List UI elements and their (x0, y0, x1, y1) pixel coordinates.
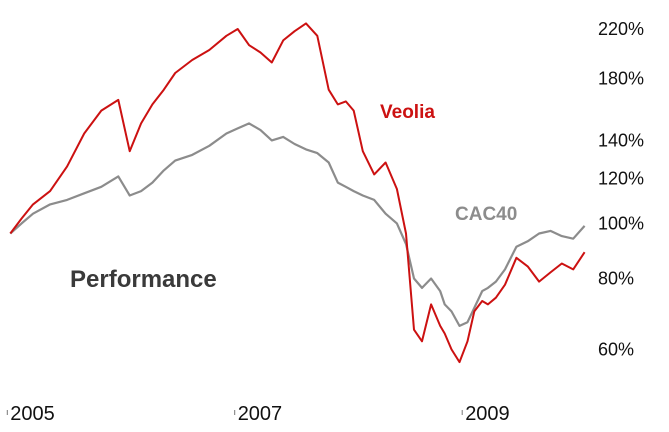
y-tick-label: 80% (598, 269, 634, 289)
y-tick-label: 180% (598, 69, 644, 89)
tick-layer: 220% 180% 140% 120% 100% 80% 60% 2005 2007 2009 (6, 19, 644, 425)
series-label-cac40: CAC40 (455, 204, 517, 225)
y-tick-label: 100% (598, 213, 644, 233)
series-line-veolia (9, 22, 586, 364)
series-layer (9, 22, 586, 364)
y-tick-label: 140% (598, 130, 644, 150)
y-tick-label: 120% (598, 169, 644, 189)
series-label-veolia: Veolia (380, 102, 435, 123)
y-tick-label: 60% (598, 339, 634, 359)
x-tick-label: 2007 (238, 403, 283, 425)
chart-title: Performance (70, 266, 217, 293)
x-tick-label: 2009 (465, 403, 510, 425)
y-tick-label: 220% (598, 19, 644, 39)
label-layer: Veolia CAC40 Performance (70, 102, 517, 293)
x-tick-label: 2005 (10, 403, 55, 425)
series-line-cac40 (9, 122, 586, 327)
